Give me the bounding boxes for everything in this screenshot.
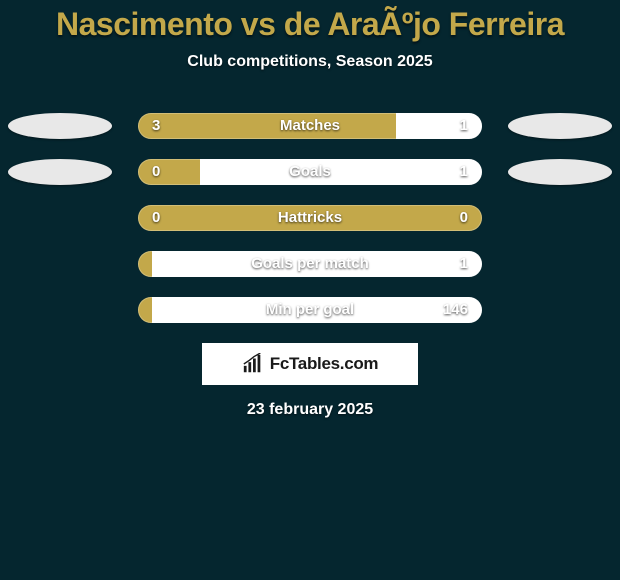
subtitle: Club competitions, Season 2025 [0, 53, 620, 71]
bar-segment-right [152, 251, 482, 277]
bar-segment-right [396, 113, 482, 139]
bar-segment-left [138, 205, 482, 231]
stat-bar [138, 297, 482, 323]
player-left-badge [8, 159, 112, 185]
bar-segment-left [138, 159, 200, 185]
stat-value-right: 0 [460, 205, 468, 231]
stat-rows: Matches31Goals01Hattricks00Goals per mat… [0, 113, 620, 323]
stat-value-left: 0 [152, 159, 160, 185]
stat-bar [138, 251, 482, 277]
stat-value-right: 146 [443, 297, 468, 323]
stat-value-left: 3 [152, 113, 160, 139]
stat-row: Hattricks00 [0, 205, 620, 231]
bar-segment-left [138, 297, 152, 323]
stat-value-left: 0 [152, 205, 160, 231]
stat-row: Matches31 [0, 113, 620, 139]
stat-row: Min per goal146 [0, 297, 620, 323]
stat-row: Goals per match1 [0, 251, 620, 277]
chart-icon [242, 353, 264, 375]
bar-segment-right [152, 297, 482, 323]
stat-value-right: 1 [460, 113, 468, 139]
stat-value-right: 1 [460, 251, 468, 277]
player-left-badge [8, 113, 112, 139]
stat-bar [138, 205, 482, 231]
logo-box: FcTables.com [202, 343, 418, 385]
bar-segment-left [138, 113, 396, 139]
bar-segment-left [138, 251, 152, 277]
bar-segment-right [200, 159, 482, 185]
stat-bar [138, 159, 482, 185]
player-right-badge [508, 113, 612, 139]
infographic: Nascimento vs de AraÃºjo Ferreira Club c… [0, 0, 620, 580]
stat-bar [138, 113, 482, 139]
logo-text: FcTables.com [270, 354, 379, 374]
date-text: 23 february 2025 [0, 401, 620, 419]
stat-value-right: 1 [460, 159, 468, 185]
stat-row: Goals01 [0, 159, 620, 185]
player-right-badge [508, 159, 612, 185]
page-title: Nascimento vs de AraÃºjo Ferreira [0, 6, 620, 43]
